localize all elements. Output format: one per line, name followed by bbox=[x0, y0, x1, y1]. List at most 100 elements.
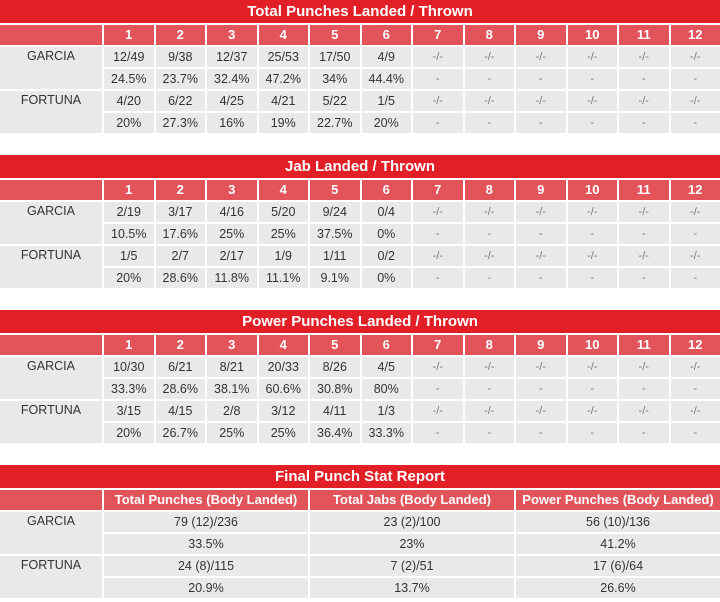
landed-thrown-cell: 6/21 bbox=[155, 357, 205, 377]
landed-thrown-cell: -/- bbox=[619, 401, 669, 421]
landed-thrown-cell: 0/2 bbox=[361, 246, 411, 266]
stats-table-2: Power Punches Landed / Thrown 1 2 3 4 5 6 7 8 9 10… bbox=[0, 310, 720, 443]
percent-cell: - bbox=[567, 379, 617, 399]
landed-thrown-cell: -/- bbox=[619, 202, 669, 222]
landed-thrown-cell: 3/15 bbox=[104, 401, 154, 421]
percent-cell: - bbox=[516, 69, 566, 89]
landed-thrown-cell: -/- bbox=[464, 47, 514, 67]
table-grid: 1 2 3 4 5 6 7 8 9 10 11 12 GARCIA 10/30 6/21 8/21 20/33 8… bbox=[0, 333, 720, 443]
landed-thrown-cell: -/- bbox=[619, 47, 669, 67]
fighter-name: GARCIA bbox=[0, 357, 102, 399]
percent-cell: - bbox=[464, 69, 514, 89]
landed-thrown-cell: -/- bbox=[516, 357, 566, 377]
round-header: 8 bbox=[464, 335, 514, 355]
percent-cell: 60.6% bbox=[258, 379, 308, 399]
percent-cell: 20.9% bbox=[104, 578, 308, 598]
percent-cell: 24.5% bbox=[104, 69, 154, 89]
percent-cell: 34% bbox=[310, 69, 360, 89]
landed-thrown-cell: 3/17 bbox=[155, 202, 205, 222]
percent-cell: 20% bbox=[104, 423, 154, 443]
fighter-name: FORTUNA bbox=[0, 91, 102, 133]
landed-thrown-cell: -/- bbox=[670, 246, 720, 266]
landed-thrown-cell: 4/25 bbox=[207, 91, 257, 111]
landed-thrown-cell: 4/21 bbox=[258, 91, 308, 111]
fighter-name: GARCIA bbox=[0, 202, 102, 244]
percent-cell: - bbox=[516, 379, 566, 399]
landed-thrown-cell: -/- bbox=[413, 401, 463, 421]
total-cell: 23 (2)/100 bbox=[310, 512, 514, 532]
total-cell: 24 (8)/115 bbox=[104, 556, 308, 576]
landed-thrown-cell: 4/15 bbox=[155, 401, 205, 421]
percent-cell: 25% bbox=[258, 423, 308, 443]
landed-thrown-cell: 12/37 bbox=[207, 47, 257, 67]
landed-thrown-cell: 4/5 bbox=[361, 357, 411, 377]
round-header: 4 bbox=[258, 180, 308, 200]
round-header: 10 bbox=[567, 180, 617, 200]
landed-thrown-cell: -/- bbox=[567, 47, 617, 67]
landed-thrown-cell: -/- bbox=[670, 357, 720, 377]
percent-cell: - bbox=[619, 268, 669, 288]
column-header: Total Jabs (Body Landed) bbox=[310, 490, 514, 510]
percent-cell: - bbox=[464, 268, 514, 288]
landed-thrown-cell: -/- bbox=[567, 357, 617, 377]
landed-thrown-cell: -/- bbox=[670, 202, 720, 222]
percent-cell: - bbox=[670, 69, 720, 89]
header-blank bbox=[0, 25, 102, 45]
round-header: 6 bbox=[361, 180, 411, 200]
landed-thrown-cell: -/- bbox=[413, 47, 463, 67]
landed-thrown-cell: 8/26 bbox=[310, 357, 360, 377]
percent-cell: - bbox=[567, 69, 617, 89]
percent-cell: - bbox=[464, 113, 514, 133]
round-header: 12 bbox=[670, 25, 720, 45]
header-blank bbox=[0, 490, 102, 510]
percent-cell: 0% bbox=[361, 224, 411, 244]
percent-cell: - bbox=[413, 379, 463, 399]
percent-cell: 33.3% bbox=[361, 423, 411, 443]
column-header: Total Punches (Body Landed) bbox=[104, 490, 308, 510]
percent-cell: - bbox=[516, 224, 566, 244]
header-blank bbox=[0, 180, 102, 200]
landed-thrown-cell: 1/5 bbox=[104, 246, 154, 266]
percent-cell: 80% bbox=[361, 379, 411, 399]
landed-thrown-cell: -/- bbox=[464, 246, 514, 266]
landed-thrown-cell: -/- bbox=[619, 91, 669, 111]
round-header: 10 bbox=[567, 25, 617, 45]
percent-cell: - bbox=[413, 69, 463, 89]
percent-cell: - bbox=[670, 379, 720, 399]
percent-cell: - bbox=[567, 224, 617, 244]
table-grid: 1 2 3 4 5 6 7 8 9 10 11 12 GARCIA 2/19 3/17 4/16 5/20 9/2… bbox=[0, 178, 720, 288]
total-cell: 17 (6)/64 bbox=[516, 556, 720, 576]
percent-cell: - bbox=[464, 423, 514, 443]
landed-thrown-cell: -/- bbox=[670, 401, 720, 421]
landed-thrown-cell: -/- bbox=[516, 47, 566, 67]
round-header: 8 bbox=[464, 25, 514, 45]
header-blank bbox=[0, 335, 102, 355]
landed-thrown-cell: -/- bbox=[567, 202, 617, 222]
stats-table-1: Jab Landed / Thrown 1 2 3 4 5 6 7 8 9 10 11 12 GARCIA… bbox=[0, 155, 720, 288]
landed-thrown-cell: 4/11 bbox=[310, 401, 360, 421]
percent-cell: 47.2% bbox=[258, 69, 308, 89]
round-header: 9 bbox=[516, 180, 566, 200]
round-header: 9 bbox=[516, 25, 566, 45]
round-header: 8 bbox=[464, 180, 514, 200]
landed-thrown-cell: 4/9 bbox=[361, 47, 411, 67]
landed-thrown-cell: 3/12 bbox=[258, 401, 308, 421]
percent-cell: - bbox=[567, 268, 617, 288]
landed-thrown-cell: -/- bbox=[619, 357, 669, 377]
percent-cell: - bbox=[464, 224, 514, 244]
landed-thrown-cell: 9/38 bbox=[155, 47, 205, 67]
percent-cell: - bbox=[413, 423, 463, 443]
landed-thrown-cell: -/- bbox=[567, 91, 617, 111]
table-title: Final Punch Stat Report bbox=[0, 465, 720, 488]
percent-cell: - bbox=[670, 224, 720, 244]
percent-cell: 37.5% bbox=[310, 224, 360, 244]
percent-cell: 11.1% bbox=[258, 268, 308, 288]
landed-thrown-cell: 4/20 bbox=[104, 91, 154, 111]
percent-cell: 20% bbox=[104, 113, 154, 133]
landed-thrown-cell: 2/7 bbox=[155, 246, 205, 266]
percent-cell: 32.4% bbox=[207, 69, 257, 89]
percent-cell: 10.5% bbox=[104, 224, 154, 244]
landed-thrown-cell: -/- bbox=[516, 202, 566, 222]
percent-cell: 25% bbox=[207, 423, 257, 443]
